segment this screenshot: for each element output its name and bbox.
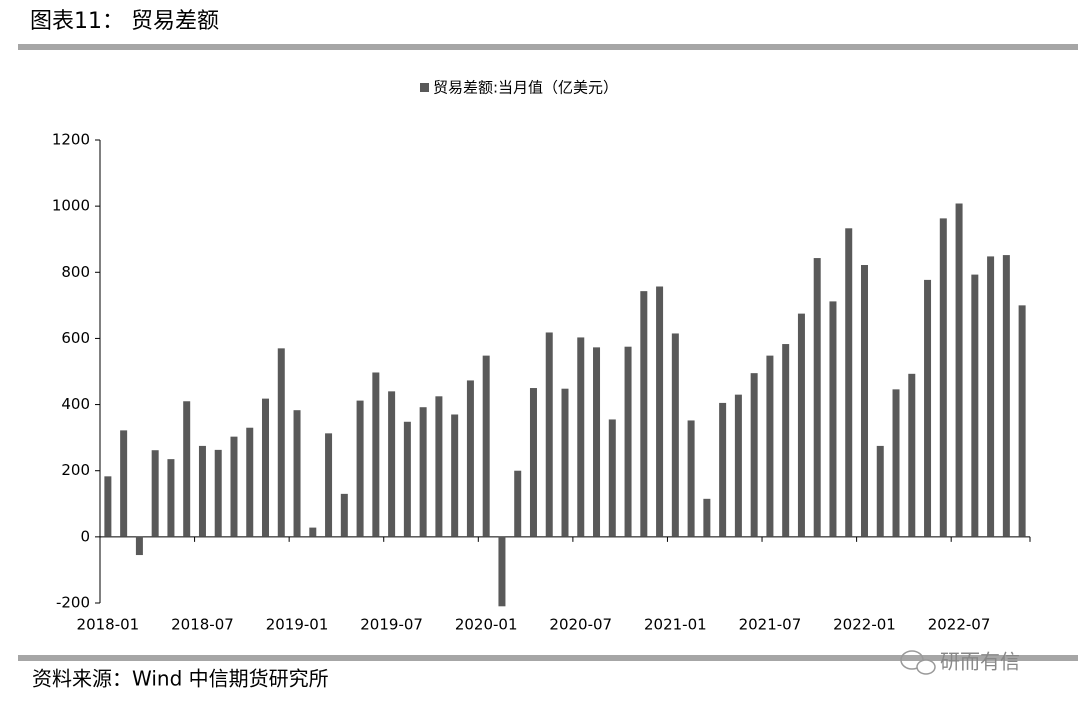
bar (183, 401, 191, 537)
y-tick-label: 800 (61, 263, 90, 281)
x-tick-label: 2020-01 (455, 616, 518, 634)
bar (356, 400, 364, 537)
bar (845, 228, 853, 537)
bar (971, 274, 979, 537)
bar (246, 427, 254, 537)
x-tick-label: 2019-01 (266, 616, 329, 634)
bar (908, 373, 916, 537)
x-tick-label: 2020-07 (549, 616, 612, 634)
bar (876, 445, 884, 537)
bar (1002, 255, 1010, 537)
bar (482, 355, 490, 537)
watermark-icon (900, 650, 936, 675)
y-tick-label: 400 (61, 395, 90, 413)
bar (608, 419, 616, 537)
bar (230, 436, 238, 537)
bar (624, 346, 632, 537)
bar (987, 256, 995, 537)
y-tick-label: 1200 (52, 131, 90, 149)
bar (703, 498, 711, 537)
bar (545, 332, 553, 537)
source-note: 资料来源：Wind 中信期货研究所 (32, 667, 329, 691)
figure-title: 图表11： 贸易差额 (30, 9, 219, 34)
bar (151, 450, 159, 537)
legend-label: 贸易差额:当月值（亿美元） (433, 79, 618, 97)
bar (734, 394, 742, 537)
x-tick-label: 2022-07 (928, 616, 991, 634)
bar (593, 347, 601, 537)
bar (687, 420, 695, 537)
y-tick-label: 1000 (52, 197, 90, 215)
x-tick-label: 2019-07 (360, 616, 423, 634)
bar (214, 449, 222, 537)
bar (451, 414, 459, 537)
footer-rule (18, 655, 1078, 661)
bar (529, 388, 537, 537)
bar (577, 337, 585, 537)
bar (262, 398, 270, 537)
bar (656, 286, 664, 537)
bar (277, 348, 285, 537)
x-tick-label: 2022-01 (833, 616, 896, 634)
bar (1018, 305, 1026, 537)
bar (120, 430, 128, 537)
watermark: 研而有信 (940, 650, 1020, 674)
bar (340, 493, 348, 537)
bar (514, 470, 522, 537)
y-tick-label: 0 (80, 527, 90, 545)
x-tick-label: 2018-07 (171, 616, 234, 634)
bar (498, 536, 506, 607)
bar (860, 265, 868, 537)
bar (309, 527, 317, 537)
bar (766, 355, 774, 537)
bar (924, 279, 932, 537)
bar (198, 445, 206, 537)
bar (419, 407, 427, 537)
bar (388, 391, 396, 537)
bar (135, 536, 143, 556)
x-tick-label: 2018-01 (77, 616, 140, 634)
bar (325, 433, 333, 537)
bar (782, 344, 790, 537)
bar (435, 396, 443, 537)
bar (403, 421, 411, 537)
x-tick-label: 2021-01 (644, 616, 707, 634)
bar (561, 388, 569, 537)
bar (167, 459, 175, 537)
x-tick-label: 2021-07 (739, 616, 802, 634)
bar (293, 410, 301, 537)
y-tick-label: 200 (61, 461, 90, 479)
bar (813, 258, 821, 537)
header-rule (18, 44, 1078, 50)
bar (797, 313, 805, 537)
y-tick-label: -200 (56, 594, 90, 612)
y-tick-label: 600 (61, 329, 90, 347)
bar (939, 218, 947, 537)
bar (750, 373, 758, 537)
bar (104, 476, 112, 537)
bar (372, 372, 380, 537)
bar (671, 333, 679, 537)
bar (719, 402, 727, 537)
bar (640, 291, 648, 537)
bar (466, 380, 474, 537)
bar (829, 301, 837, 537)
bar (955, 203, 963, 537)
legend-swatch (420, 83, 429, 92)
bar (892, 389, 900, 537)
